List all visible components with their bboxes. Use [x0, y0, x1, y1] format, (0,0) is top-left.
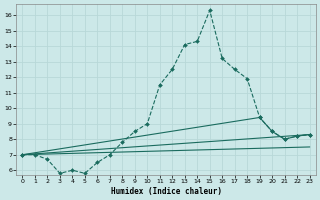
X-axis label: Humidex (Indice chaleur): Humidex (Indice chaleur) — [110, 187, 221, 196]
